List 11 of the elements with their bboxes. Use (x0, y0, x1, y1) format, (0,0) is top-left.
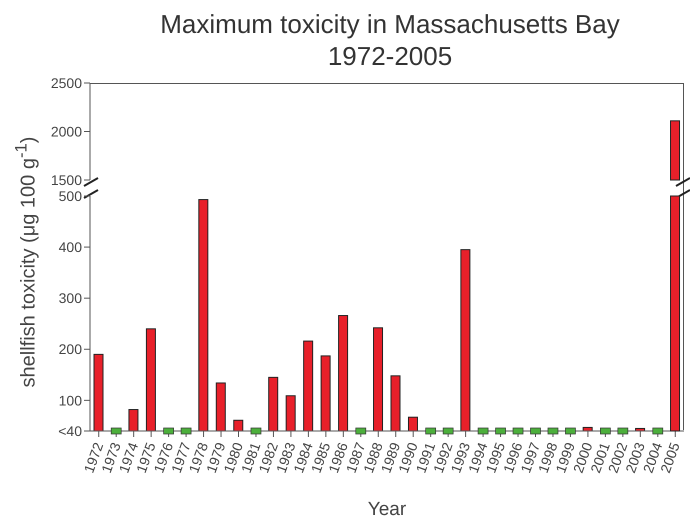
y-tick-label: 2000 (50, 123, 82, 140)
x-axis-title: Year (368, 499, 407, 519)
y-tick-label: 100 (58, 392, 82, 408)
y-tick-label: 1500 (50, 172, 82, 188)
y-tick-label: 2500 (50, 74, 82, 91)
y-tick-label: 200 (58, 341, 82, 358)
y-tick-label: <40 (58, 422, 82, 439)
y-tick-label: 400 (58, 239, 82, 256)
chart-title: Maximum toxicity in Massachusetts Bay 1972-2005 (159, 8, 621, 72)
y-tick-label: 500 (58, 188, 82, 204)
y-tick-label: 300 (58, 290, 82, 306)
